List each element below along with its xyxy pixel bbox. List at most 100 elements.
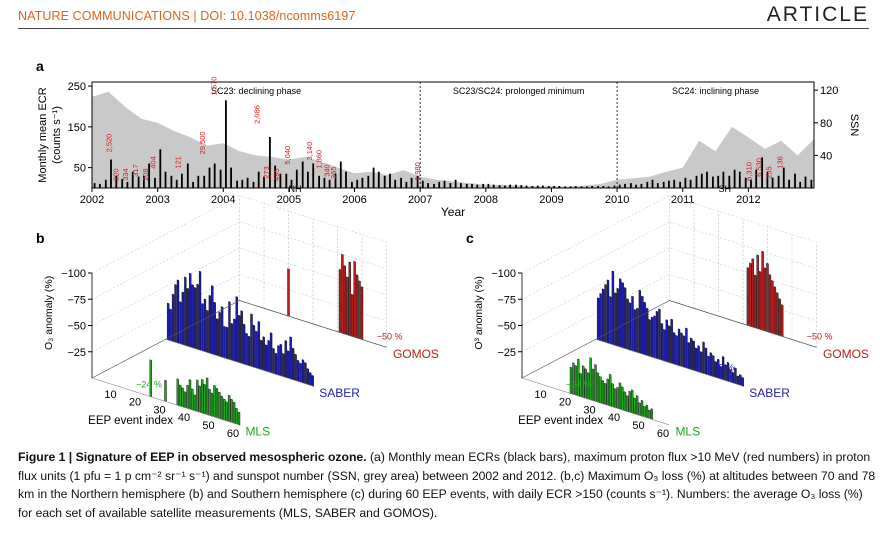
- panel-c-label: c: [466, 230, 474, 246]
- z-tick-label: −25: [67, 347, 86, 359]
- ecr-bar: [558, 186, 561, 188]
- ecr-bar: [400, 177, 402, 188]
- proton-flux-label: 3,140: [305, 142, 314, 161]
- bar3d-saber: [599, 292, 602, 342]
- ecr-bar: [99, 183, 101, 188]
- x-tick-label: 2005: [277, 194, 301, 206]
- ecr-bar: [553, 186, 555, 188]
- bar3d-mls: [643, 405, 646, 418]
- ecr-bar: [782, 167, 785, 188]
- figure-caption: Figure 1 | Signature of EEP in observed …: [18, 448, 878, 522]
- y2-tick-label: 120: [820, 85, 838, 97]
- z-axis-label: O³ anomaly (%): [473, 276, 485, 350]
- ecr-bar: [689, 179, 692, 188]
- ecr-bar: [323, 177, 326, 188]
- grid-line: [91, 221, 387, 300]
- ecr-bar: [651, 179, 654, 188]
- grid-line: [91, 247, 387, 326]
- ecr-bar: [269, 137, 271, 188]
- ecr-bar: [339, 161, 342, 188]
- bar3d-gomos: [766, 262, 769, 333]
- proton-flux-label: 1,980: [413, 162, 422, 181]
- bar3d-saber: [646, 307, 649, 357]
- bar3d-mls: [650, 408, 653, 420]
- proton-flux-label: 5,040: [283, 146, 292, 165]
- instrument-label-saber: SABER: [319, 386, 360, 400]
- panel-a-label: a: [36, 58, 44, 74]
- ecr-bar: [433, 183, 435, 188]
- ecr-bar: [531, 186, 534, 188]
- ecr-bar: [788, 179, 790, 188]
- bar3d-gomos: [751, 258, 754, 328]
- ecr-bar: [465, 183, 468, 188]
- x-tick-label: 2003: [145, 194, 169, 206]
- x-tick-label: 20: [129, 397, 141, 409]
- ecr-bar: [394, 179, 397, 188]
- bar3d-saber: [673, 332, 676, 365]
- bar3d-mls: [640, 399, 644, 417]
- bar3d-saber: [628, 302, 632, 351]
- x-tick-label: 20: [559, 397, 571, 409]
- ecr-bar: [110, 159, 112, 188]
- bar3d-mls: [596, 372, 600, 403]
- z-tick-label: −25: [497, 347, 516, 359]
- proton-flux-label: 273: [262, 166, 271, 179]
- proton-flux-label: 2,520: [105, 134, 114, 153]
- bar3d-saber: [702, 341, 705, 375]
- ecr-bar: [586, 186, 588, 188]
- y2-axis-label: SSN: [848, 114, 860, 137]
- bar3d-gomos: [756, 254, 759, 330]
- ecr-bar: [170, 175, 173, 188]
- ecr-bar: [257, 171, 260, 188]
- ecr-bar: [755, 169, 758, 188]
- bar3d-saber: [650, 316, 654, 358]
- ecr-bar: [438, 181, 441, 188]
- instrument-label-gomos: GOMOS: [823, 347, 869, 361]
- ecr-bar: [722, 171, 725, 188]
- proton-flux-label: 334: [121, 168, 130, 181]
- ecr-bar: [542, 185, 544, 188]
- ecr-bar: [777, 175, 780, 188]
- bar3d-saber: [311, 374, 314, 387]
- ecr-bar: [334, 173, 337, 188]
- journal-header: NATURE COMMUNICATIONS | DOI: 10.1038/nco…: [18, 9, 356, 23]
- bar3d-mls: [577, 358, 580, 397]
- ecr-bar: [219, 169, 222, 188]
- ecr-bar: [377, 171, 380, 188]
- instrument-label-mls: MLS: [675, 425, 700, 439]
- ecr-bar: [197, 175, 200, 188]
- bar3d-mls: [591, 368, 595, 402]
- panel-c-chart: −100 −75 −50 −25 10 20 30 40 50 60 EEP event index…: [473, 184, 869, 440]
- instrument-label-gomos: GOMOS: [393, 347, 439, 361]
- ecr-bar: [328, 179, 331, 188]
- bar3d-gomos: [768, 274, 772, 334]
- ecr-bar: [717, 175, 720, 188]
- ecr-bar: [569, 186, 572, 188]
- bar3d-saber: [692, 340, 695, 372]
- ssn-area: [92, 91, 814, 188]
- ecr-bar: [613, 185, 616, 188]
- ecr-bar: [121, 179, 124, 188]
- proton-flux-label: 6,310: [745, 162, 754, 181]
- article-type-label: ARTICLE: [766, 3, 869, 26]
- ecr-bar: [416, 175, 419, 188]
- bar3d-saber: [668, 325, 671, 364]
- bar3d-saber: [731, 371, 735, 384]
- ecr-bar: [525, 185, 528, 188]
- x-tick-label: 2006: [342, 194, 366, 206]
- bar3d-mls: [609, 374, 612, 407]
- ecr-bar: [159, 149, 162, 188]
- ecr-bar: [635, 184, 637, 188]
- ecr-bar: [656, 183, 659, 188]
- ecr-bar: [492, 184, 495, 188]
- grid-line: [521, 221, 817, 300]
- ecr-bar: [706, 171, 708, 188]
- ecr-bar: [421, 180, 424, 188]
- proton-flux-label: 340: [323, 164, 332, 177]
- bar3d-saber: [675, 335, 678, 366]
- ecr-bar: [148, 163, 150, 188]
- proton-flux-label: 1,860: [315, 150, 324, 169]
- bar3d-saber: [621, 282, 624, 349]
- ecr-bar: [750, 179, 752, 188]
- ecr-bar: [246, 177, 249, 188]
